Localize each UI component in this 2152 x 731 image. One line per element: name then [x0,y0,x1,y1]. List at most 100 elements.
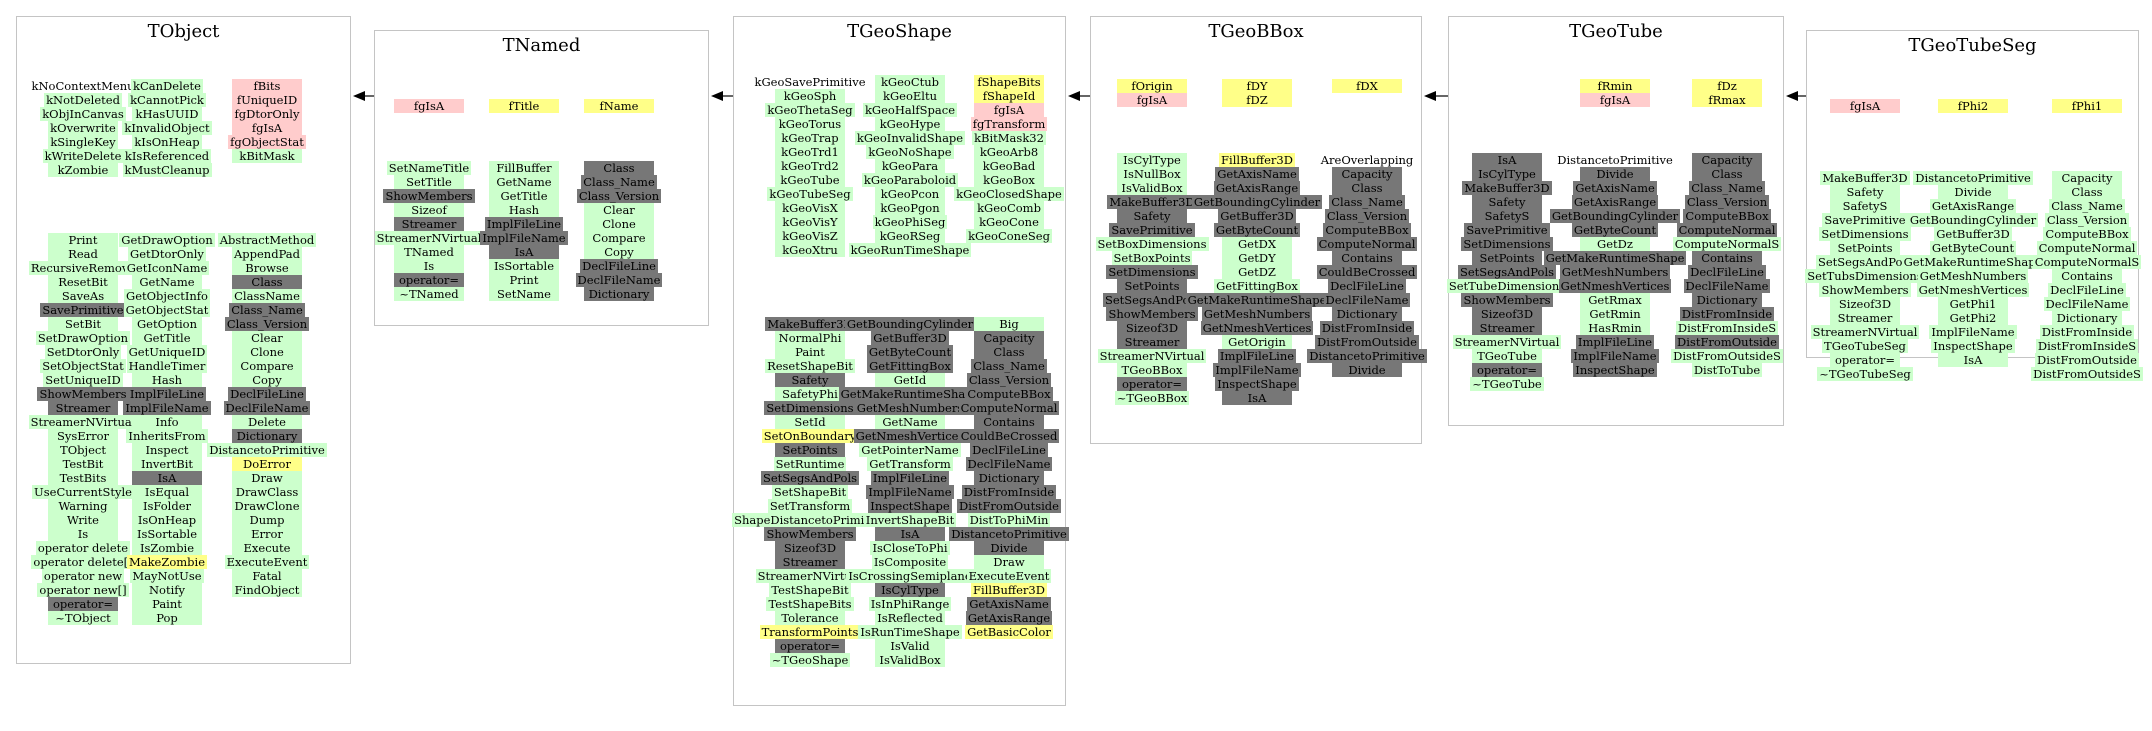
class-member: fgObjectStat [228,135,306,149]
class-member: Write [48,513,118,527]
class-member: FillBuffer3D [971,583,1047,597]
class-member: kGeoComb [974,201,1044,215]
class-member: SafetyS [1830,199,1900,213]
class-member: IsNullBox [1117,167,1187,181]
class-member: ClassName [232,289,302,303]
class-member: Class_Version [966,373,1052,387]
class-member: SavePrimitive [1822,213,1908,227]
class-member: GetObjectStat [123,303,211,317]
class-member: ResetBit [48,275,118,289]
class-member: GetUniqueID [126,345,208,359]
class-title: TGeoBBox [1208,21,1304,42]
class-member: DistFromInside [1679,307,1775,321]
class-member: DrawClone [232,499,302,513]
class-member: FillBuffer [489,161,559,175]
class-member: SetDrawOption [35,331,131,345]
class-member: Divide [974,541,1044,555]
class-member: SetDtorOnly [44,345,122,359]
class-member: kGeoParaboloid [861,173,959,187]
class-member: Safety [1830,185,1900,199]
class-member: ImplFileLine [1217,349,1297,363]
class-member: kGeoVisZ [775,229,845,243]
class-member: Contains [1332,251,1402,265]
class-member: GetTitle [132,331,202,345]
class-member: NormalPhi [775,331,845,345]
class-member: TransformPoints [759,625,861,639]
member-column: AreOverlapping Capacity Class Class_Name Cla… [1307,153,1427,377]
class-member: operator= [1117,377,1187,391]
class-member: ShowMembers [1819,283,1911,297]
class-member: DistFromOutside [1315,335,1419,349]
inheritance-arrow [1424,91,1448,101]
class-member: InheritsFrom [126,429,208,443]
class-member: Clone [232,345,302,359]
class-member: Class_Name [2049,199,2125,213]
class-member: IsSortable [489,259,559,273]
class-member: Draw [974,555,1044,569]
class-member: Class [2052,185,2122,199]
class-member: ShowMembers [383,189,475,203]
class-title: TGeoShape [847,21,952,42]
member-column: fPhi2 [1926,99,2021,113]
class-member: kCanDelete [131,79,203,93]
member-column: fOrigin fgIsA [1105,79,1200,107]
class-member: DeclFileName [965,457,1053,471]
class-member: ImplFileLine [484,217,564,231]
member-column: GetDrawOption GetDtorOnly GetIconName GetNa… [119,233,215,625]
class-member: ResetShapeBit [765,359,855,373]
class-member: DeclFileName [1323,293,1411,307]
class-member: kWriteDelete [42,149,124,163]
class-member: Sizeof3D [1830,297,1900,311]
class-member: DistFromOutside [957,499,1061,513]
class-member: Tolerance [775,611,845,625]
class-member: kGeoConeSeg [966,229,1052,243]
member-column: MakeBuffer3D NormalPhi Paint ResetShapeBit S… [732,317,888,667]
class-member: TestBit [48,457,118,471]
class-member: Clone [584,217,654,231]
class-member: DistancetoPrimitive [1557,153,1673,167]
class-member: SetId [775,415,845,429]
class-member: fBits [232,79,302,93]
class-member: SetPoints [775,443,845,457]
class-member: MayNotUse [130,569,204,583]
member-column: kGeoCtub kGeoEltu kGeoHalfSpace kGeoHype kGe… [848,75,972,257]
class-member: ShowMembers [1461,293,1553,307]
class-member: SysError [48,429,118,443]
member-column: Big Capacity Class Class_Name Class_Version C… [949,317,1069,639]
class-member: IsCylType [1117,153,1187,167]
class-member: kGeoEltu [875,89,945,103]
class-member: GetBoundingCylinder [1907,213,2039,227]
class-member: ComputeNormal [958,401,1060,415]
class-member: Safety [1472,195,1542,209]
class-member: Draw [232,471,302,485]
class-member: Safety [1117,209,1187,223]
class-member: ComputeNormal [1316,237,1418,251]
member-column: kGeoSavePrimitive kGeoSph kGeoThetaSeg kGeo… [754,75,866,257]
class-member: SavePrimitive [1109,223,1195,237]
class-member: Compare [584,231,654,245]
class-member: TestShapeBits [766,597,854,611]
class-member: kHasUUID [132,107,202,121]
class-member: InvertShapeBit [863,513,957,527]
class-member: GetFittingBox [867,359,953,373]
class-member: MakeBuffer3D [1107,195,1197,209]
inheritance-arrow [1068,91,1090,101]
class-member: kNotDeleted [44,93,122,107]
class-member: IsOnHeap [132,513,202,527]
class-member: Capacity [1692,153,1762,167]
class-member: DeclFileLine [228,387,306,401]
class-member: kGeoSph [775,89,845,103]
member-column: Class Class_Name Class_Version Clear Clone Co… [572,161,667,301]
class-member: Class_Name [971,359,1047,373]
class-member: SetPoints [1830,241,1900,255]
class-member: Inspect [132,443,202,457]
member-column: kCanDelete kCannotPick kHasUUID kInvalidObj… [120,79,215,177]
member-column: DistancetoPrimitive Divide GetAxisRange Get… [1901,171,2045,367]
class-member: IsValidBox [1117,181,1187,195]
class-member: kSingleKey [48,135,118,149]
class-member: Class_Version [1324,209,1410,223]
class-member: fgIsA [1830,99,1900,113]
class-member: operator new[] [37,583,129,597]
member-column: FillBuffer3D GetAxisName GetAxisRange GetBo… [1185,153,1329,405]
member-column: fgIsA [382,99,477,113]
